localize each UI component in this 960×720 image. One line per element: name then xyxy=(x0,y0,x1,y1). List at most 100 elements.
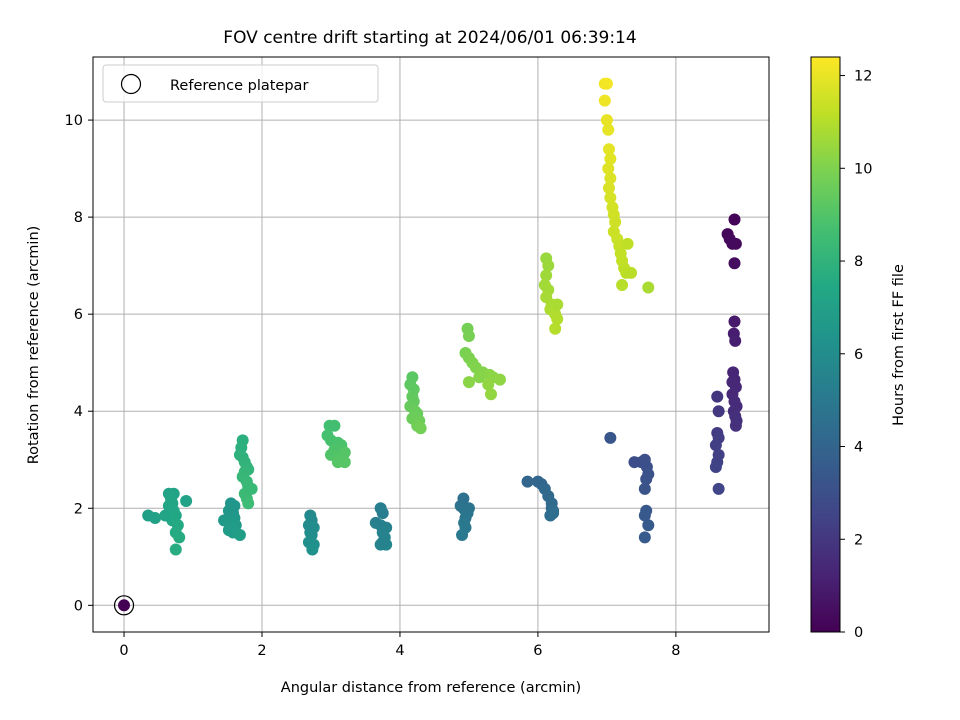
data-point xyxy=(616,279,629,292)
data-point xyxy=(485,388,498,401)
data-point xyxy=(462,502,475,515)
data-point xyxy=(118,599,131,612)
data-point xyxy=(600,114,613,127)
data-point xyxy=(180,494,193,507)
y-tick-label: 10 xyxy=(65,113,83,129)
data-point xyxy=(414,422,427,435)
data-point xyxy=(602,143,615,156)
data-point xyxy=(726,376,739,389)
data-point xyxy=(709,461,722,474)
y-axis-ticks: 0 2 4 6 8 10 xyxy=(65,113,93,614)
x-axis-label: Angular distance from reference (arcmin) xyxy=(281,680,581,696)
data-point xyxy=(604,152,617,165)
data-point xyxy=(609,215,622,228)
colorbar-tick-label: 0 xyxy=(854,625,863,641)
data-point xyxy=(728,257,741,270)
y-tick-label: 6 xyxy=(74,307,83,323)
colorbar-tick-label: 12 xyxy=(854,69,872,85)
data-point xyxy=(728,213,741,226)
colorbar-tick-label: 4 xyxy=(854,440,863,456)
data-point xyxy=(149,511,162,524)
data-point xyxy=(711,390,724,403)
data-point xyxy=(549,322,562,335)
chart-title: FOV centre drift starting at 2024/06/01 … xyxy=(223,28,636,48)
data-points xyxy=(118,77,743,612)
data-point xyxy=(222,524,235,537)
colorbar: 0 2 4 6 8 10 12 Hours from first FF file xyxy=(810,56,907,641)
data-point xyxy=(602,162,615,175)
data-point xyxy=(712,482,725,495)
data-point xyxy=(328,419,341,432)
data-point xyxy=(331,456,344,469)
colorbar-tick-label: 2 xyxy=(854,532,863,548)
grid xyxy=(93,57,769,632)
data-point xyxy=(638,509,651,522)
colorbar-tick-label: 10 xyxy=(854,161,872,177)
data-point xyxy=(602,182,615,195)
data-point xyxy=(245,482,258,495)
data-point xyxy=(638,482,651,495)
data-point xyxy=(551,298,564,311)
colorbar-tick-label: 8 xyxy=(854,254,863,270)
x-tick-label: 2 xyxy=(257,643,266,659)
y-tick-label: 4 xyxy=(74,404,83,420)
legend-entry: Reference platepar xyxy=(170,78,308,94)
data-point xyxy=(493,373,506,386)
data-point xyxy=(551,313,564,326)
legend: Reference platepar xyxy=(102,64,379,103)
data-point xyxy=(547,504,560,517)
data-point xyxy=(625,266,638,279)
data-point xyxy=(456,528,469,541)
y-axis-label: Rotation from reference (arcmin) xyxy=(26,226,42,465)
data-point xyxy=(462,376,475,389)
data-point xyxy=(709,439,722,452)
data-point xyxy=(540,269,553,282)
data-point xyxy=(604,191,617,204)
x-tick-label: 4 xyxy=(395,643,404,659)
data-point xyxy=(642,281,655,294)
data-point xyxy=(376,536,389,549)
data-point xyxy=(638,531,651,544)
data-point xyxy=(173,531,186,544)
colorbar-tick-label: 6 xyxy=(854,347,863,363)
data-point xyxy=(729,237,742,250)
data-point xyxy=(521,475,534,488)
data-point xyxy=(598,94,611,107)
data-point xyxy=(242,497,255,510)
data-point xyxy=(642,519,655,532)
data-point xyxy=(376,507,389,520)
colorbar-gradient xyxy=(810,56,841,633)
data-point xyxy=(600,77,613,90)
data-point xyxy=(640,473,653,486)
colorbar-ticks: 0 2 4 6 8 10 12 xyxy=(840,69,872,641)
data-point xyxy=(729,419,742,432)
legend-marker-icon xyxy=(120,73,142,95)
colorbar-label: Hours from first FF file xyxy=(891,264,907,426)
data-point xyxy=(482,378,495,391)
reference-marker xyxy=(113,595,135,616)
x-tick-label: 0 xyxy=(119,643,128,659)
y-tick-label: 2 xyxy=(74,501,83,517)
data-point xyxy=(621,237,634,250)
plot-frame xyxy=(92,56,770,633)
reference-platepar-marker xyxy=(113,595,135,616)
data-point xyxy=(728,315,741,328)
data-point xyxy=(604,431,617,444)
x-tick-label: 6 xyxy=(533,643,542,659)
data-point xyxy=(602,123,615,136)
y-tick-label: 0 xyxy=(74,598,83,614)
x-axis-ticks: 0 2 4 6 8 xyxy=(119,632,680,659)
data-point xyxy=(729,334,742,347)
data-point xyxy=(233,528,246,541)
data-point xyxy=(712,405,725,418)
data-point xyxy=(604,172,617,185)
legend-box xyxy=(102,64,379,103)
data-point xyxy=(338,446,351,459)
data-point xyxy=(542,259,555,272)
y-tick-label: 8 xyxy=(74,210,83,226)
data-point xyxy=(169,543,182,556)
data-point xyxy=(159,509,172,522)
data-point xyxy=(462,330,475,343)
x-tick-label: 8 xyxy=(671,643,680,659)
